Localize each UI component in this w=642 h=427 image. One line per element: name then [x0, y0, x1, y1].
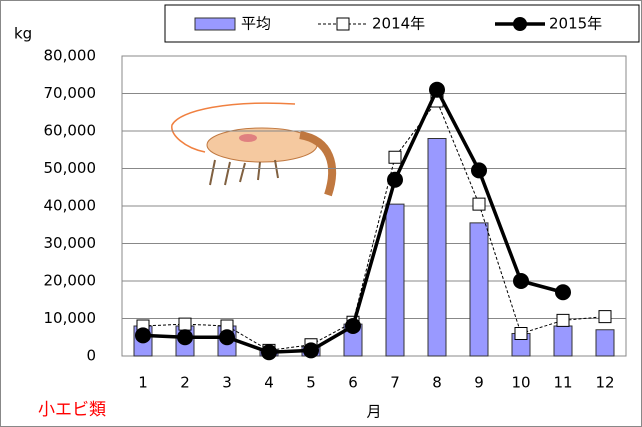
- x-axis-label: 月: [366, 403, 381, 421]
- legend-marker: [513, 17, 527, 31]
- x-tick-label: 11: [553, 374, 572, 392]
- marker: [219, 329, 235, 346]
- y-tick-label: 70,000: [44, 84, 97, 102]
- x-tick-label: 8: [432, 374, 442, 392]
- legend-box: [164, 4, 640, 43]
- x-tick-label: 3: [222, 374, 232, 392]
- line: [142, 99, 606, 351]
- marker: [388, 150, 402, 164]
- x-tick-label: 7: [390, 374, 400, 392]
- x-tick-label: 6: [348, 374, 358, 392]
- y-tick-label: 30,000: [44, 234, 97, 252]
- bar: [469, 222, 489, 357]
- marker: [471, 162, 487, 179]
- x-tick-label: 10: [511, 374, 530, 392]
- y-tick-label: 20,000: [44, 272, 97, 290]
- marker: [514, 327, 528, 340]
- legend-label: 2014年: [372, 15, 425, 33]
- bar: [385, 203, 405, 357]
- x-tick-label: 5: [306, 374, 316, 392]
- marker: [303, 342, 319, 359]
- annotation: 小エビ類: [38, 400, 106, 420]
- bar: [553, 325, 573, 357]
- marker: [472, 197, 486, 211]
- legend-label: 平均: [241, 15, 271, 33]
- x-tick-label: 4: [264, 374, 274, 392]
- bar: [595, 329, 615, 357]
- legend-label: 2015年: [549, 15, 602, 33]
- marker: [135, 327, 151, 344]
- marker: [429, 81, 445, 98]
- bar: [427, 138, 447, 357]
- legend-marker: [336, 17, 350, 31]
- marker: [345, 318, 361, 334]
- marker: [177, 329, 193, 346]
- marker: [387, 171, 403, 188]
- legend-swatch: [194, 17, 236, 31]
- y-tick-label: 80,000: [44, 47, 97, 65]
- marker: [178, 317, 192, 331]
- y-tick-label: 40,000: [44, 197, 97, 215]
- x-tick-label: 12: [595, 374, 614, 392]
- y-unit: kg: [14, 25, 32, 43]
- y-tick-label: 50,000: [44, 159, 97, 177]
- marker: [556, 313, 570, 327]
- x-tick-label: 9: [474, 374, 484, 392]
- y-tick-label: 0: [86, 347, 96, 365]
- marker: [598, 310, 612, 324]
- marker: [261, 344, 277, 361]
- marker: [555, 284, 571, 301]
- y-tick-label: 60,000: [44, 122, 97, 140]
- marker: [513, 273, 529, 289]
- y-tick-label: 10,000: [44, 309, 97, 327]
- x-tick-label: 1: [138, 374, 148, 392]
- x-tick-label: 2: [180, 374, 190, 392]
- shrimp-illustration: [171, 102, 337, 197]
